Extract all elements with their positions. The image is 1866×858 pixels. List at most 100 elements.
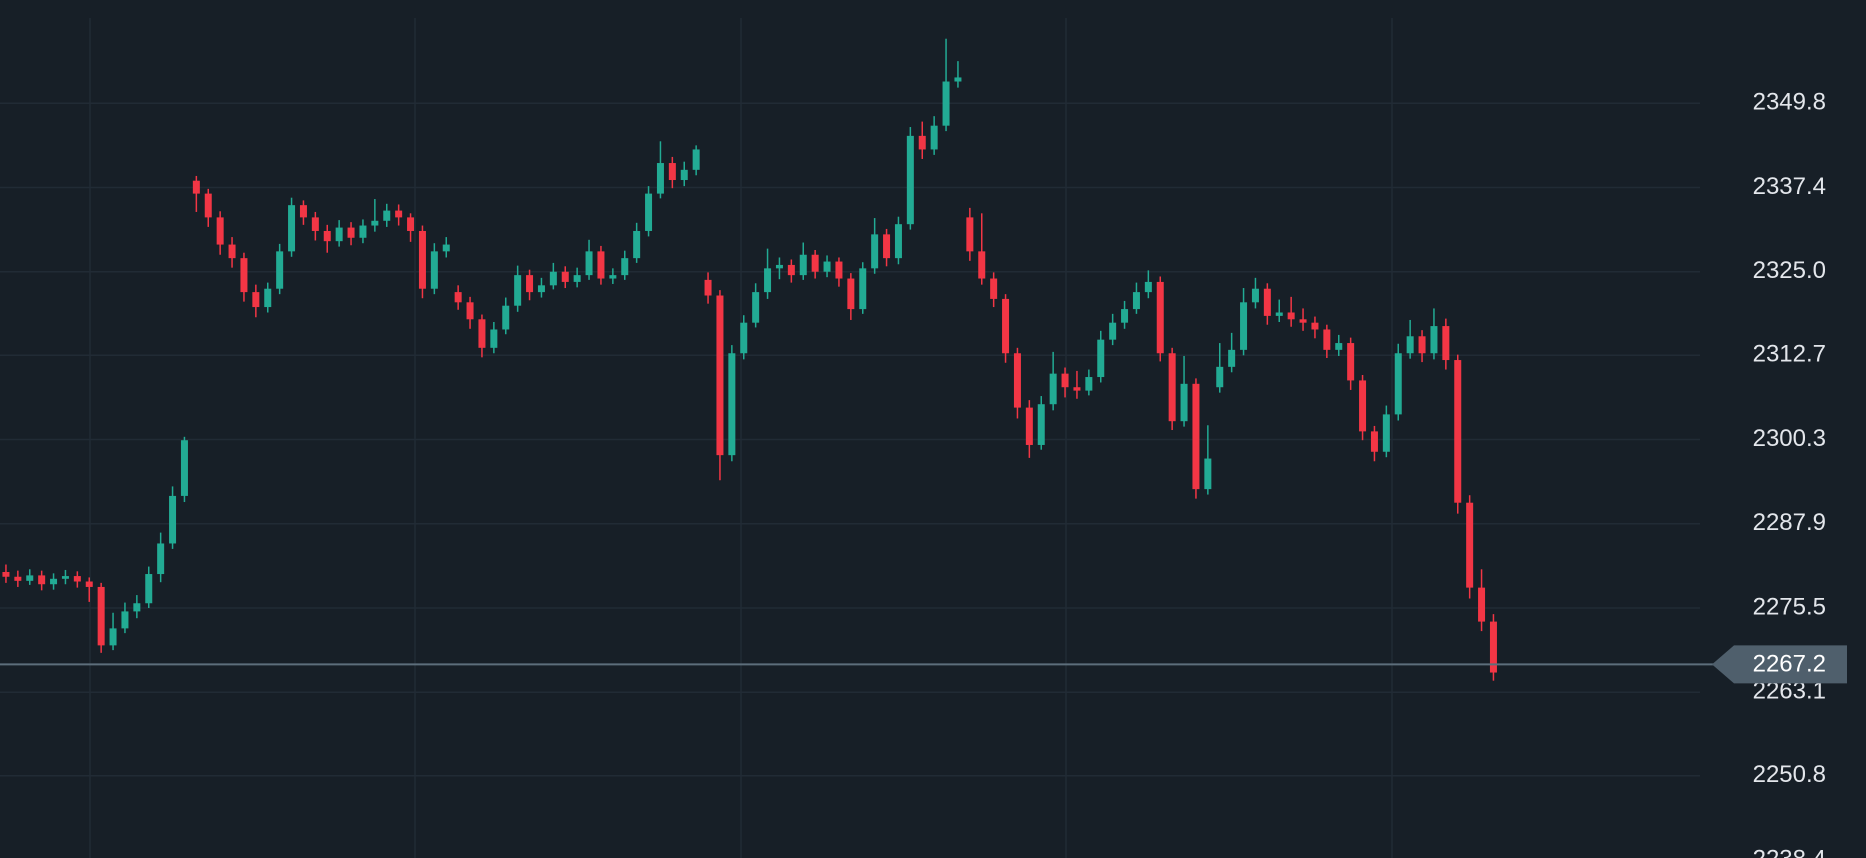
candle-body [1216, 366, 1224, 388]
candle-body [883, 234, 891, 259]
candle-body [1085, 377, 1093, 391]
candle-body [656, 163, 664, 194]
candle-body [978, 251, 986, 279]
candle-body [26, 575, 34, 581]
candle-body [73, 576, 81, 582]
candle-body [1323, 329, 1331, 350]
y-tick-label: 2238.4 [1753, 845, 1826, 858]
candle-body [514, 275, 522, 306]
candle-body [775, 264, 783, 269]
candle-body [466, 302, 474, 320]
candle-body [371, 220, 379, 226]
candle-body [1299, 319, 1307, 323]
y-tick-label: 2300.3 [1753, 425, 1826, 452]
candle-body [276, 251, 284, 289]
candle-body [299, 205, 307, 218]
candle-body [906, 135, 914, 225]
candle-body [1061, 373, 1069, 388]
candle-body [799, 254, 807, 276]
candle-body [1097, 339, 1105, 378]
candle-body [1418, 336, 1426, 354]
candle-body [597, 251, 605, 279]
candle-body [442, 244, 450, 252]
candle-body [1251, 288, 1259, 303]
candle-body [478, 319, 486, 348]
candle-body [1335, 343, 1343, 350]
candle-body [454, 292, 462, 303]
candle-body [1394, 353, 1402, 415]
candle-body [2, 572, 10, 577]
candle-body [14, 576, 22, 581]
candle-body [1240, 302, 1248, 350]
y-tick-label: 2325.0 [1753, 257, 1826, 284]
candle-body [1311, 322, 1319, 330]
candle-body [335, 227, 343, 242]
candle-body [169, 495, 177, 544]
y-tick-label: 2275.5 [1753, 593, 1826, 620]
y-tick-label: 2287.9 [1753, 509, 1826, 536]
candle-body [1025, 407, 1033, 445]
candle-body [418, 230, 426, 289]
candle-body [1073, 387, 1081, 391]
y-tick-label: 2250.8 [1753, 761, 1826, 788]
candle-body [1228, 349, 1236, 367]
candle-body [692, 149, 700, 170]
candle-body [133, 603, 141, 612]
candle-body [668, 163, 676, 181]
candle-body [204, 193, 212, 218]
candle-body [1168, 353, 1176, 422]
candle-body [1002, 298, 1010, 354]
candle-body [1370, 431, 1378, 452]
candle-body [1466, 502, 1474, 588]
vertical-grid [89, 18, 1393, 858]
candle-body [811, 254, 819, 272]
candle-body [1454, 360, 1462, 503]
last-price-tag [1712, 645, 1847, 684]
candle-body [930, 125, 938, 150]
candle-body [549, 271, 557, 286]
candle-body [1478, 587, 1486, 622]
candle-body [61, 576, 69, 579]
candle-body [1382, 414, 1390, 452]
candle-body [311, 217, 319, 231]
candle-body [1180, 383, 1188, 422]
candle-body [85, 581, 93, 587]
candle-body [157, 543, 165, 575]
candle-body [192, 180, 200, 194]
candle-body [502, 305, 510, 330]
candle-body [1406, 336, 1414, 354]
candle-body [752, 292, 760, 323]
candle-body [38, 575, 46, 585]
candle-body [1156, 281, 1164, 354]
candle-body [621, 258, 629, 276]
candle-body [430, 251, 438, 289]
candle-body [180, 440, 188, 496]
candle-body [97, 586, 105, 646]
candle-body [383, 210, 391, 221]
candle-body [1204, 458, 1212, 490]
candle-body [954, 77, 962, 82]
candle-body [490, 329, 498, 348]
candle-body [264, 288, 272, 308]
candle-body [990, 278, 998, 299]
candle-body [645, 193, 653, 231]
candle-body [1013, 353, 1021, 408]
candle-body [728, 353, 736, 456]
y-tick-label: 2337.4 [1753, 173, 1826, 200]
candle-body [1037, 404, 1045, 445]
candle-body [680, 169, 688, 181]
candle-body [942, 81, 950, 126]
candle-body [50, 578, 58, 585]
candle-body [609, 275, 617, 279]
candle-body [966, 217, 974, 252]
candle-body [835, 261, 843, 279]
candle-body [145, 574, 153, 604]
candle-body [1144, 281, 1152, 293]
candle-body [1287, 312, 1295, 320]
candle-body [1121, 309, 1129, 323]
candle-body [561, 271, 569, 282]
candle-body [537, 285, 545, 293]
candle-body [526, 275, 534, 293]
